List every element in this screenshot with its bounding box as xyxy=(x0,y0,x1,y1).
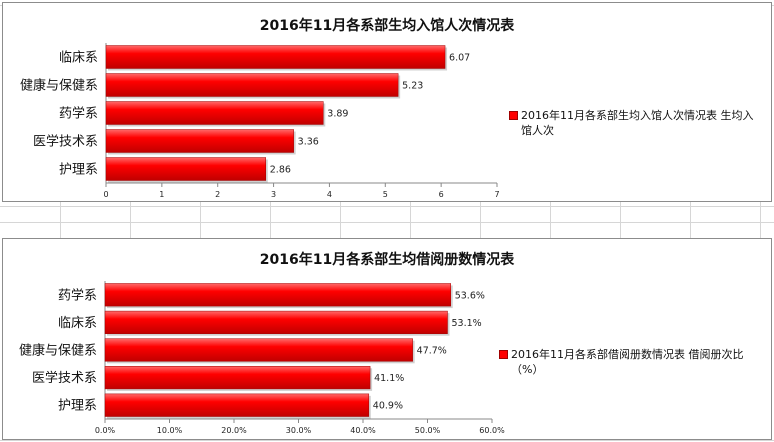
data-label: 2.86 xyxy=(270,165,291,176)
data-label: 3.36 xyxy=(298,137,319,148)
category-label: 药学系 xyxy=(59,106,98,122)
data-label: 6.07 xyxy=(449,53,470,64)
category-label: 临床系 xyxy=(58,316,97,331)
x-tick-label: 3 xyxy=(271,190,276,199)
data-label: 47.7% xyxy=(417,346,447,357)
x-tick-label: 5 xyxy=(383,190,388,199)
x-tick-label: 2 xyxy=(215,190,220,199)
x-tick-label: 60.0% xyxy=(479,426,505,435)
bar[interactable] xyxy=(104,393,370,417)
chart-legend: 2016年11月各系部借阅册数情况表 借阅册次比 （%） xyxy=(499,347,769,381)
legend-line: （%） xyxy=(511,363,544,376)
data-label: 40.9% xyxy=(373,401,403,412)
x-tick-label: 20.0% xyxy=(221,426,247,435)
data-label: 41.1% xyxy=(374,373,404,384)
x-tick-label: 1 xyxy=(159,190,164,199)
bar[interactable] xyxy=(104,283,451,307)
legend-swatch xyxy=(499,350,508,359)
bar[interactable] xyxy=(105,45,446,69)
data-label: 3.89 xyxy=(327,109,348,120)
legend-line: 2016年11月各系部生均入馆人次情况表 生均入 xyxy=(521,109,754,122)
x-tick-label: 50.0% xyxy=(415,426,441,435)
data-label: 53.1% xyxy=(451,318,481,329)
bar-chart-borrowing: 0.0% 10.0% 20.0% 30.0% 40.0% 50.0% 60.0% 药学系 53.… xyxy=(19,281,505,435)
chart-legend: 2016年11月各系部生均入馆人次情况表 生均入 馆人次 xyxy=(509,108,769,142)
bar[interactable] xyxy=(104,338,413,362)
legend-label: 2016年11月各系部借阅册数情况表 借阅册次比 （%） xyxy=(511,347,744,377)
bar[interactable] xyxy=(105,73,399,97)
x-tick-label: 0 xyxy=(103,190,108,199)
data-label: 53.6% xyxy=(455,290,485,301)
chart-panel-borrowing[interactable]: 2016年11月各系部生均借阅册数情况表 0.0% 10.0% 20.0% 30.0%… xyxy=(2,238,772,440)
x-tick-label: 7 xyxy=(494,190,499,199)
category-label: 护理系 xyxy=(58,399,97,414)
legend-line: 2016年11月各系部借阅册数情况表 借阅册次比 xyxy=(511,348,744,361)
bar-chart-entries: 0 1 2 3 4 5 6 7 临床系 6.07 健康与保健系 5.23 药学系 3.89 医学技术系 3.3… xyxy=(20,43,500,199)
legend-label: 2016年11月各系部生均入馆人次情况表 生均入 馆人次 xyxy=(521,108,754,138)
chart-title: 2016年11月各系部生均借阅册数情况表 xyxy=(259,252,515,268)
x-tick-label: 30.0% xyxy=(286,426,312,435)
x-tick-label: 0.0% xyxy=(95,426,116,435)
legend-swatch xyxy=(509,111,518,120)
category-label: 医学技术系 xyxy=(33,134,98,150)
x-tick-label: 4 xyxy=(327,190,332,199)
bar[interactable] xyxy=(105,129,294,153)
bar[interactable] xyxy=(105,157,267,181)
bar[interactable] xyxy=(105,101,324,125)
category-label: 健康与保健系 xyxy=(19,343,97,359)
data-label: 5.23 xyxy=(402,81,423,92)
category-label: 健康与保健系 xyxy=(20,78,98,94)
category-label: 药学系 xyxy=(58,287,97,303)
category-label: 临床系 xyxy=(59,51,98,66)
x-tick-label: 6 xyxy=(439,190,444,199)
bar[interactable] xyxy=(104,310,448,334)
chart-panel-entries[interactable]: 2016年11月各系部生均入馆人次情况表 0 1 2 3 4 5 6 7 临床系 6.07 健康与保… xyxy=(2,2,772,202)
category-label: 护理系 xyxy=(59,163,98,178)
x-tick-label: 10.0% xyxy=(157,426,183,435)
legend-line: 馆人次 xyxy=(521,124,554,137)
category-label: 医学技术系 xyxy=(32,370,97,386)
x-tick-label: 40.0% xyxy=(350,426,376,435)
bar[interactable] xyxy=(104,366,371,390)
chart-title: 2016年11月各系部生均入馆人次情况表 xyxy=(259,18,515,34)
